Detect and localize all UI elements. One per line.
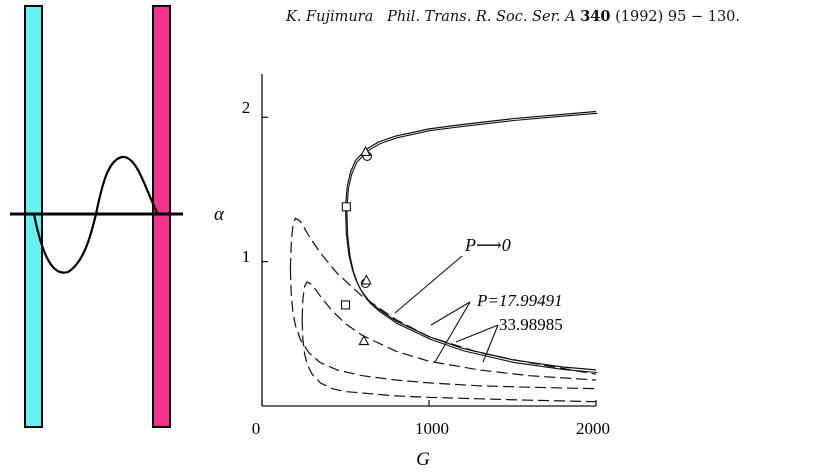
series-0-branch-0-line-b bbox=[346, 209, 598, 374]
annotation-p2-label: 33.98985 bbox=[499, 315, 563, 334]
x-axis-label: G bbox=[416, 449, 430, 470]
marker-layer bbox=[340, 145, 372, 346]
series-0-branch-1-line-a bbox=[344, 110, 597, 207]
citation-journal: Phil. Trans. R. Soc. Ser. A bbox=[387, 9, 576, 25]
marker-triangle-6 bbox=[358, 334, 370, 346]
channel-schematic bbox=[10, 5, 183, 428]
marker-square-2 bbox=[341, 202, 351, 212]
x-tick-label-2: 2000 bbox=[576, 419, 610, 438]
series-1-branch-0 bbox=[289, 217, 597, 375]
series-layer bbox=[289, 110, 598, 403]
eigenfunction-curve bbox=[32, 155, 159, 274]
citation-volume: 340 bbox=[580, 8, 611, 25]
y-axis-label: α bbox=[214, 204, 225, 225]
annotation-p1: P=17.99491 bbox=[430, 291, 563, 363]
annotation-p2: 33.98985 bbox=[455, 315, 563, 363]
citation-year-pages: (1992) 95 − 130. bbox=[615, 9, 741, 25]
annotation-p2-leader-b bbox=[482, 324, 499, 363]
annotation-p1-label: P=17.99491 bbox=[476, 291, 563, 310]
citation: K. Fujimura Phil. Trans. R. Soc. Ser. A … bbox=[286, 8, 816, 30]
series-0-branch-0-line-a bbox=[344, 206, 597, 371]
annotation-p0-leader bbox=[394, 255, 463, 314]
annotation-p0: P⟶0 bbox=[394, 235, 511, 314]
series-2-branch-0 bbox=[301, 281, 597, 381]
chart: 2 1 0 1000 2000 α G P⟶0 P=17.99491 33.98… bbox=[214, 74, 610, 470]
y-tick-label-1: 2 bbox=[242, 98, 251, 117]
annotation-p2-leader-a bbox=[455, 324, 499, 343]
annotation-p1-leader-b bbox=[434, 301, 471, 363]
x-tick-label-0: 0 bbox=[252, 419, 261, 438]
marker-triangle-1 bbox=[360, 145, 371, 156]
marker-square-5 bbox=[340, 300, 351, 310]
citation-author: K. Fujimura bbox=[286, 9, 374, 25]
annotation-p1-leader-a bbox=[430, 301, 471, 326]
right-wall bbox=[152, 5, 171, 428]
series-2-branch-1 bbox=[301, 319, 597, 403]
x-tick-label-1: 1000 bbox=[415, 419, 449, 438]
series-0-branch-1-line-b bbox=[346, 112, 598, 209]
axis-ticks bbox=[261, 116, 597, 406]
y-tick-label-0: 1 bbox=[242, 247, 251, 266]
marker-triangle-4 bbox=[360, 274, 372, 285]
annotation-p0-label: P⟶0 bbox=[464, 235, 511, 255]
